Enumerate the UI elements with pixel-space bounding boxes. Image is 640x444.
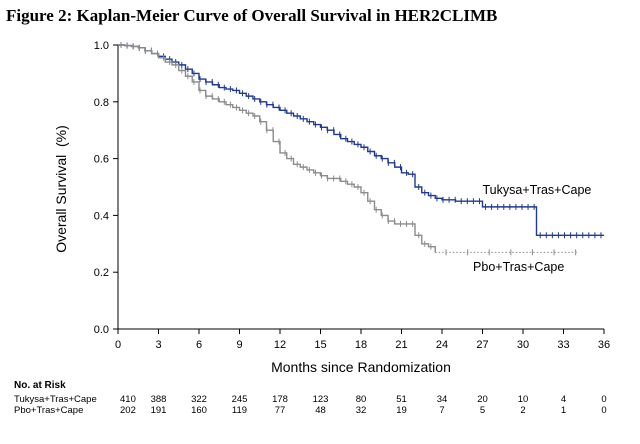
labels-group: Tukysa+Tras+Cape Pbo+Tras+Cape <box>473 183 591 274</box>
risk-cell: 388 <box>151 394 167 405</box>
risk-row-label: Pbo+Tras+Cape <box>14 405 83 416</box>
risk-cell: 202 <box>120 405 136 416</box>
risk-cell: 2 <box>520 405 525 416</box>
risk-row-label: Tukysa+Tras+Cape <box>14 394 97 405</box>
risk-cell: 410 <box>120 394 136 405</box>
x-tick-label: 9 <box>236 339 242 351</box>
x-axis-title: Months since Randomization <box>271 359 451 375</box>
y-axis-title: Overall Survival (%) <box>53 125 69 253</box>
risk-cell: 48 <box>315 405 326 416</box>
risk-cell: 1 <box>561 405 566 416</box>
risk-cell: 34 <box>437 394 448 405</box>
x-tick-label: 6 <box>196 339 202 351</box>
risk-cell: 191 <box>151 405 167 416</box>
series-label-2: Pbo+Tras+Cape <box>473 260 564 274</box>
series-label-1: Tukysa+Tras+Cape <box>483 183 592 197</box>
risk-cell: 19 <box>396 405 407 416</box>
risk-cell: 4 <box>561 394 566 405</box>
x-tick-label: 24 <box>436 339 448 351</box>
risk-cell: 178 <box>272 394 288 405</box>
x-tick-label: 33 <box>557 339 569 351</box>
x-tick-label: 36 <box>598 339 610 351</box>
risk-cell: 322 <box>191 394 207 405</box>
series-line-1 <box>118 44 604 236</box>
risk-table-header: No. at Risk <box>14 380 66 391</box>
series-group <box>118 42 604 256</box>
x-tick-label: 0 <box>115 339 121 351</box>
risk-cell: 77 <box>275 405 286 416</box>
risk-cell: 51 <box>396 394 407 405</box>
y-tick-label: 0.8 <box>94 97 109 109</box>
y-tick-label: 1.0 <box>94 40 109 52</box>
x-tick-label: 21 <box>395 339 407 351</box>
risk-cell: 7 <box>439 405 444 416</box>
risk-cell: 119 <box>232 405 247 416</box>
risk-cell: 0 <box>601 405 606 416</box>
series-line-2 <box>118 44 436 253</box>
x-tick-label: 3 <box>155 339 161 351</box>
risk-cell: 5 <box>480 405 485 416</box>
figure-title: Figure 2: Kaplan-Meier Curve of Overall … <box>6 6 498 25</box>
risk-cell: 160 <box>191 405 207 416</box>
risk-cell: 32 <box>356 405 367 416</box>
risk-cell: 20 <box>477 394 488 405</box>
risk-cell: 0 <box>601 394 606 405</box>
y-tick-label: 0.6 <box>94 154 109 166</box>
y-tick-label: 0.0 <box>94 324 109 336</box>
risk-cell: 10 <box>518 394 529 405</box>
axes: 0 3 6 9 12 15 18 21 24 27 30 33 360.00.20.40.60.81.0… <box>53 40 610 375</box>
x-tick-label: 12 <box>274 339 286 351</box>
x-tick-label: 15 <box>314 339 326 351</box>
risk-cell: 245 <box>232 394 248 405</box>
risk-cell: 80 <box>356 394 367 405</box>
y-tick-label: 0.2 <box>94 267 109 279</box>
x-tick-label: 18 <box>355 339 367 351</box>
x-tick-label: 27 <box>476 339 488 351</box>
y-tick-label: 0.4 <box>94 210 109 222</box>
risk-cell: 123 <box>313 394 329 405</box>
x-tick-label: 30 <box>517 339 529 351</box>
